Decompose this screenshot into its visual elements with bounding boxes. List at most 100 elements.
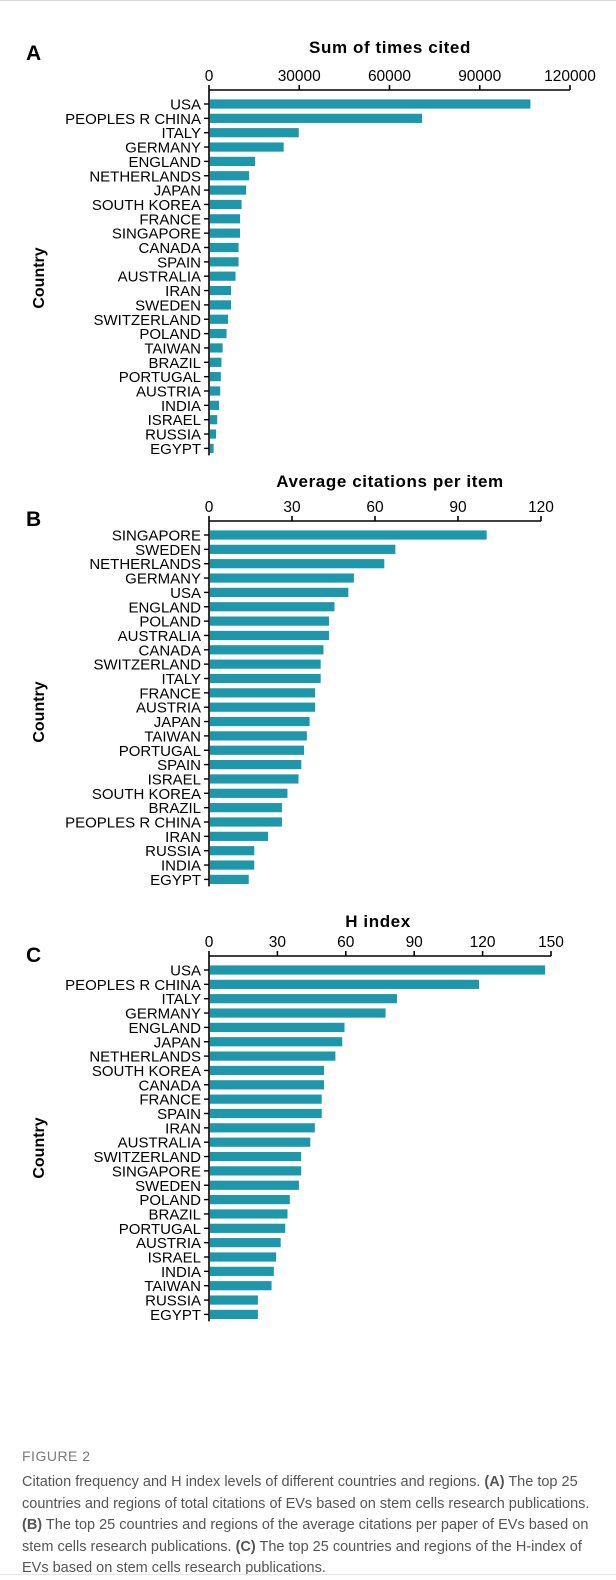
panel-b-bar (210, 731, 307, 741)
panel-c-category-label: AUSTRALIA (118, 1135, 201, 1152)
panel-c-category-label: NETHERLANDS (89, 1049, 201, 1066)
panel-b-bar (210, 817, 282, 827)
panel-a-bar (210, 99, 531, 109)
panel-b-x-tick-label: 60 (366, 499, 384, 516)
panel-a-category-label: PORTUGAL (119, 369, 201, 386)
panel-b-category-label: FRANCE (139, 685, 201, 702)
panel-a-category-label: CANADA (138, 240, 201, 257)
panel-a-bar (210, 443, 214, 453)
panel-a-bar (210, 429, 217, 439)
panel-a-category-label: IRAN (165, 283, 201, 300)
panel-b-category-label: PORTUGAL (119, 743, 201, 760)
panel-a-bar (210, 199, 242, 210)
panel-b-x-tick-label: 120 (528, 499, 554, 516)
panel-b-bar (210, 860, 255, 870)
caption-tag-c: (C) (235, 1538, 256, 1555)
panel-b-category-label: EGYPT (150, 872, 201, 889)
panel-c-x-tick-label: 30 (269, 934, 287, 951)
panel-a-bar (210, 300, 232, 310)
panel-c-bar (210, 1252, 277, 1262)
panel-c-bar (210, 1166, 302, 1176)
panel-a-x-tick-label: 0 (205, 68, 214, 85)
panel-b-category-label: CANADA (138, 642, 201, 659)
panel-c-bar (210, 1151, 302, 1162)
panel-a-bar (210, 171, 250, 181)
panel-b-bar (210, 788, 288, 798)
panel-b-category-label: IRAN (165, 829, 201, 846)
panel-b-category-label: ITALY (162, 671, 201, 688)
panel-b-bar (210, 673, 321, 684)
caption-text-a: The top 25 countries and regions of tota… (22, 1474, 590, 1512)
panel-a-category-label: FRANCE (139, 211, 201, 228)
panel-a-bar (210, 242, 239, 253)
panel-a-category-label: ITALY (162, 125, 201, 142)
panel-a-bar (210, 228, 241, 238)
panel-b-category-label: SWITZERLAND (93, 657, 201, 674)
panel-b-category-label: NETHERLANDS (89, 556, 201, 573)
panel-b-category-label: SWEDEN (135, 542, 201, 559)
panel-a-category-label: EGYPT (150, 441, 201, 458)
panel-c-category-label: ENGLAND (128, 1020, 201, 1037)
panel-a-category-label: ENGLAND (128, 154, 201, 171)
panel-a-category-label: ISRAEL (148, 412, 201, 429)
panel-a-title: Sum of times cited (309, 38, 471, 57)
panel-b-bar (210, 874, 249, 884)
panel-b-category-label: SPAIN (157, 757, 201, 774)
panel-c-category-label: SOUTH KOREA (92, 1063, 201, 1080)
caption-intro: Citation frequency and H index levels of… (22, 1474, 485, 1490)
panel-a-x-tick-label: 120000 (544, 68, 596, 85)
panel-a-x-tick-label: 60000 (368, 68, 411, 85)
panel-a-bar (210, 415, 218, 425)
panel-a-bar (210, 214, 241, 224)
panel-b-bar (210, 760, 302, 770)
panel-c-category-label: GERMANY (125, 1006, 201, 1023)
panel-c-y-axis-title: Country (31, 1117, 48, 1178)
panel-b-category-label: BRAZIL (148, 800, 201, 817)
panel-b-bar (210, 630, 329, 641)
panel-c-bar (210, 1065, 324, 1076)
panel-a-bar (210, 113, 423, 123)
panel-b-label: B (26, 508, 41, 531)
panel-b-category-label: SOUTH KOREA (92, 786, 201, 803)
panel-c-bar (210, 1008, 386, 1018)
panel-c-bar (210, 1022, 345, 1032)
panel-c-bar (210, 1094, 322, 1104)
panel-c-category-label: EGYPT (150, 1307, 201, 1324)
caption-label: FIGURE 2 (22, 1448, 91, 1464)
panel-b-bar (210, 716, 310, 727)
panel-b-bar (210, 774, 299, 784)
panel-b-bar (210, 745, 305, 755)
panel-c-category-label: USA (170, 963, 201, 980)
panel-a-bar (210, 372, 221, 382)
caption-tag-a: (A) (484, 1474, 505, 1490)
panel-c-category-label: FRANCE (139, 1092, 201, 1109)
panel-c-bar (210, 1281, 272, 1291)
panel-c-bar (210, 1295, 258, 1305)
panel-b-category-label: TAIWAN (144, 728, 201, 745)
panel-b-category-label: JAPAN (154, 714, 201, 731)
panel-c-category-label: SWITZERLAND (93, 1149, 201, 1166)
panel-b-y-axis-title: Country (31, 681, 48, 742)
panel-b-x-tick-label: 30 (283, 499, 301, 516)
panel-c-title: H index (345, 912, 411, 931)
panel-b-category-label: POLAND (139, 614, 201, 631)
panel-c-x-tick-label: 0 (205, 934, 214, 951)
panel-b-category-label: RUSSIA (145, 843, 201, 860)
panel-c-category-label: INDIA (161, 1264, 201, 1281)
panel-b-bar (210, 831, 269, 841)
panel-c-bar (210, 994, 397, 1004)
caption-text-c: The top 25 countries and regions of the … (22, 1538, 582, 1577)
panel-a-bar (210, 314, 229, 324)
panel-a-category-label: USA (170, 97, 201, 114)
panel-c-bar (210, 1238, 281, 1248)
panel-a-bar (210, 329, 227, 339)
panel-a-x-tick-label: 30000 (278, 68, 321, 85)
panel-a-category-label: PEOPLES R CHINA (65, 111, 201, 128)
panel-a-category-label: SWITZERLAND (93, 312, 201, 329)
panel-b-x-tick-label: 90 (449, 499, 467, 516)
panel-b-category-label: PEOPLES R CHINA (65, 815, 201, 832)
panel-c-category-label: SINGAPORE (112, 1163, 201, 1180)
panel-c-bar (210, 1209, 288, 1219)
panel-a-category-label: AUSTRIA (136, 384, 201, 401)
